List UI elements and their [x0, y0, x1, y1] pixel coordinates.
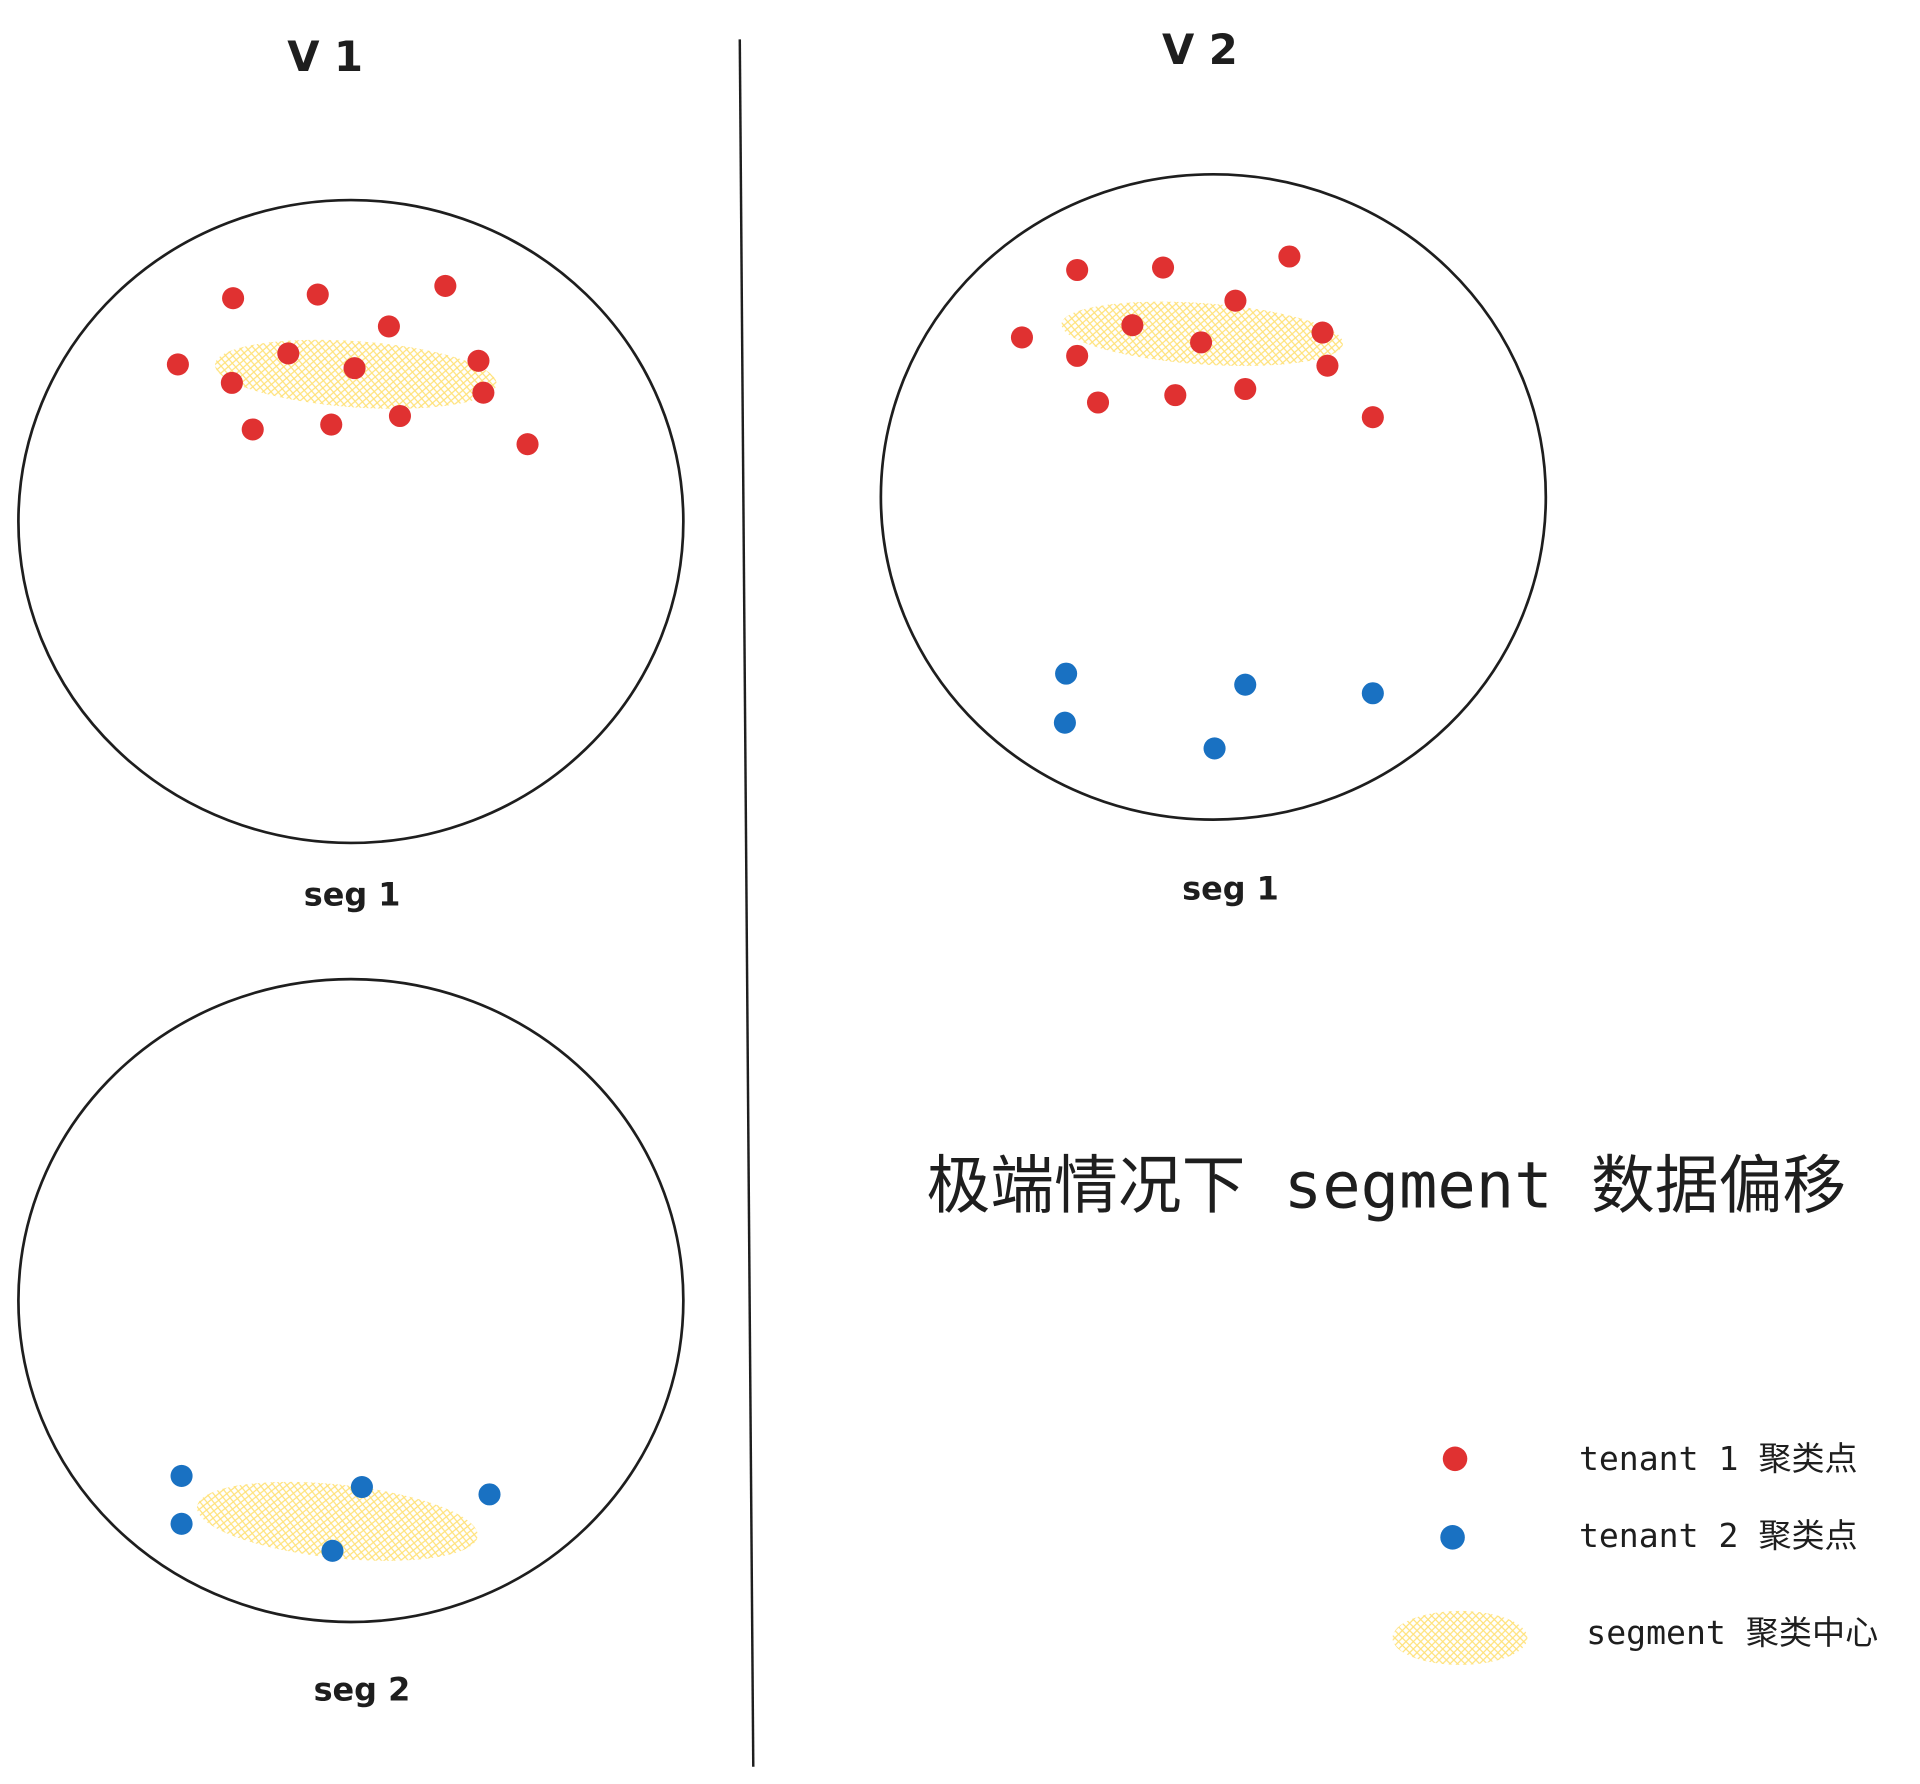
segment-circle	[17, 977, 685, 1624]
legend-swatch	[1442, 1446, 1468, 1472]
divider	[738, 39, 755, 1767]
segment-circle	[17, 198, 685, 845]
version-label: V 1	[287, 32, 363, 81]
legend-swatch	[1392, 1610, 1528, 1665]
legend-label: segment 聚类中心	[1586, 1613, 1878, 1652]
segment-circle	[879, 172, 1548, 821]
legend-swatch	[1440, 1525, 1465, 1550]
tenant1-points	[1010, 245, 1384, 429]
legend-label: tenant 1 聚类点	[1579, 1439, 1858, 1478]
segment-label: seg 2	[314, 1670, 411, 1708]
legend-label: tenant 2 聚类点	[1579, 1516, 1858, 1555]
title: 极端情况下 segment 数据偏移	[927, 1149, 1847, 1223]
tenant2-points	[170, 1464, 501, 1562]
segment-label: seg 1	[304, 875, 401, 913]
segment-label: seg 1	[1182, 869, 1279, 907]
version-label: V 2	[1162, 25, 1238, 74]
cluster-center	[197, 1481, 478, 1561]
tenant2-points	[1053, 662, 1384, 760]
tenant1-points	[166, 274, 539, 456]
